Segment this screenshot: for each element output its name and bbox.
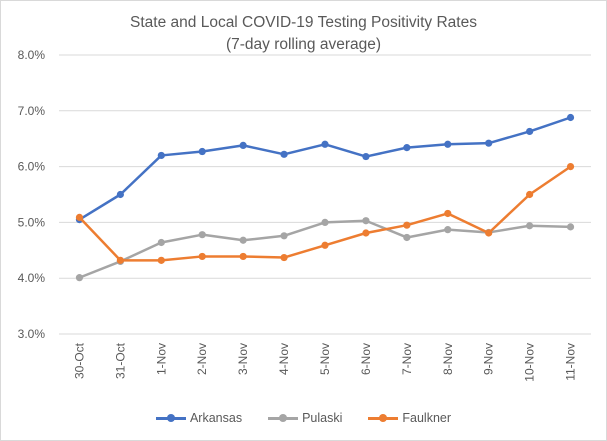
x-tick-label: 9-Nov bbox=[482, 343, 496, 375]
x-tick-label: 4-Nov bbox=[277, 343, 291, 375]
x-tick-label: 3-Nov bbox=[236, 343, 250, 375]
data-point bbox=[403, 144, 411, 152]
chart-subtitle: (7-day rolling average) bbox=[225, 36, 382, 53]
legend-swatch-marker bbox=[279, 414, 288, 422]
data-point bbox=[198, 252, 206, 261]
series-layer bbox=[75, 113, 575, 282]
data-point bbox=[362, 229, 370, 237]
data-point bbox=[362, 217, 370, 225]
gridlines bbox=[59, 54, 591, 335]
data-point bbox=[239, 141, 247, 149]
data-point bbox=[157, 256, 165, 264]
y-tick-label: 7.0% bbox=[18, 104, 46, 118]
data-point bbox=[485, 139, 493, 147]
data-point bbox=[321, 241, 329, 249]
data-point bbox=[403, 221, 411, 229]
data-point bbox=[116, 190, 124, 199]
legend-swatch-marker bbox=[166, 414, 175, 422]
data-point bbox=[444, 209, 452, 218]
legend-swatch-marker bbox=[379, 414, 388, 422]
legend-swatch bbox=[155, 411, 186, 425]
series-faulkner bbox=[75, 163, 575, 264]
data-point bbox=[444, 140, 452, 148]
data-point bbox=[403, 233, 411, 242]
legend-item-faulkner: Faulkner bbox=[368, 411, 451, 425]
legend-label: Arkansas bbox=[189, 411, 243, 425]
data-point bbox=[526, 222, 534, 230]
chart-legend: Arkansas Pulaski Faulkner bbox=[1, 411, 606, 425]
x-tick-label: 11-Nov bbox=[564, 343, 578, 381]
data-point bbox=[239, 252, 247, 261]
x-axis-tick-labels: 30-Oct 31-Oct 1-Nov 2-Nov 3-Nov 4-Nov 5-Nov 6-N… bbox=[72, 342, 577, 381]
data-point bbox=[280, 232, 288, 240]
data-point bbox=[75, 274, 84, 282]
legend-label: Pulaski bbox=[302, 411, 343, 425]
data-point bbox=[566, 223, 575, 231]
x-tick-label: 5-Nov bbox=[318, 343, 332, 375]
legend-label: Faulkner bbox=[402, 411, 452, 425]
data-point bbox=[566, 113, 575, 122]
legend-swatch bbox=[268, 411, 299, 425]
data-point bbox=[526, 190, 534, 199]
data-point bbox=[485, 229, 493, 237]
x-tick-label: 10-Nov bbox=[523, 343, 537, 382]
series-line-arkansas bbox=[78, 116, 572, 221]
x-tick-label: 8-Nov bbox=[441, 343, 455, 375]
data-point bbox=[321, 140, 329, 148]
data-point bbox=[198, 231, 206, 239]
x-tick-label: 1-Nov bbox=[154, 343, 168, 375]
data-point bbox=[566, 163, 575, 171]
data-point bbox=[239, 236, 247, 244]
y-tick-label: 5.0% bbox=[18, 215, 46, 229]
y-axis-tick-labels: 3.0% 4.0% 5.0% 6.0% 7.0% 8.0% bbox=[18, 48, 46, 341]
data-point bbox=[157, 151, 165, 160]
data-point bbox=[526, 127, 534, 136]
legend-item-arkansas: Arkansas bbox=[155, 411, 243, 425]
data-point bbox=[157, 238, 165, 247]
x-tick-label: 2-Nov bbox=[195, 343, 209, 375]
x-tick-label: 30-Oct bbox=[72, 342, 86, 379]
data-point bbox=[198, 147, 206, 156]
data-point bbox=[280, 253, 288, 262]
data-point bbox=[116, 256, 124, 264]
data-point bbox=[321, 218, 329, 226]
data-point bbox=[362, 152, 370, 161]
chart-title-main: State and Local COVID-19 Testing Positiv… bbox=[130, 14, 477, 31]
data-point bbox=[444, 226, 452, 234]
y-tick-label: 8.0% bbox=[18, 48, 46, 62]
data-point bbox=[75, 213, 84, 221]
legend-item-pulaski: Pulaski bbox=[268, 411, 342, 425]
data-point bbox=[280, 150, 288, 158]
x-tick-label: 31-Oct bbox=[113, 342, 127, 379]
y-tick-label: 6.0% bbox=[18, 160, 46, 174]
y-tick-label: 3.0% bbox=[18, 327, 46, 341]
x-tick-label: 7-Nov bbox=[400, 343, 414, 375]
chart-title: State and Local COVID-19 Testing Positiv… bbox=[1, 12, 606, 56]
y-tick-label: 4.0% bbox=[18, 271, 46, 285]
legend-swatch bbox=[368, 411, 399, 425]
x-tick-label: 6-Nov bbox=[359, 343, 373, 375]
series-pulaski bbox=[75, 217, 575, 282]
series-line-pulaski bbox=[78, 219, 572, 279]
series-arkansas bbox=[75, 113, 575, 224]
